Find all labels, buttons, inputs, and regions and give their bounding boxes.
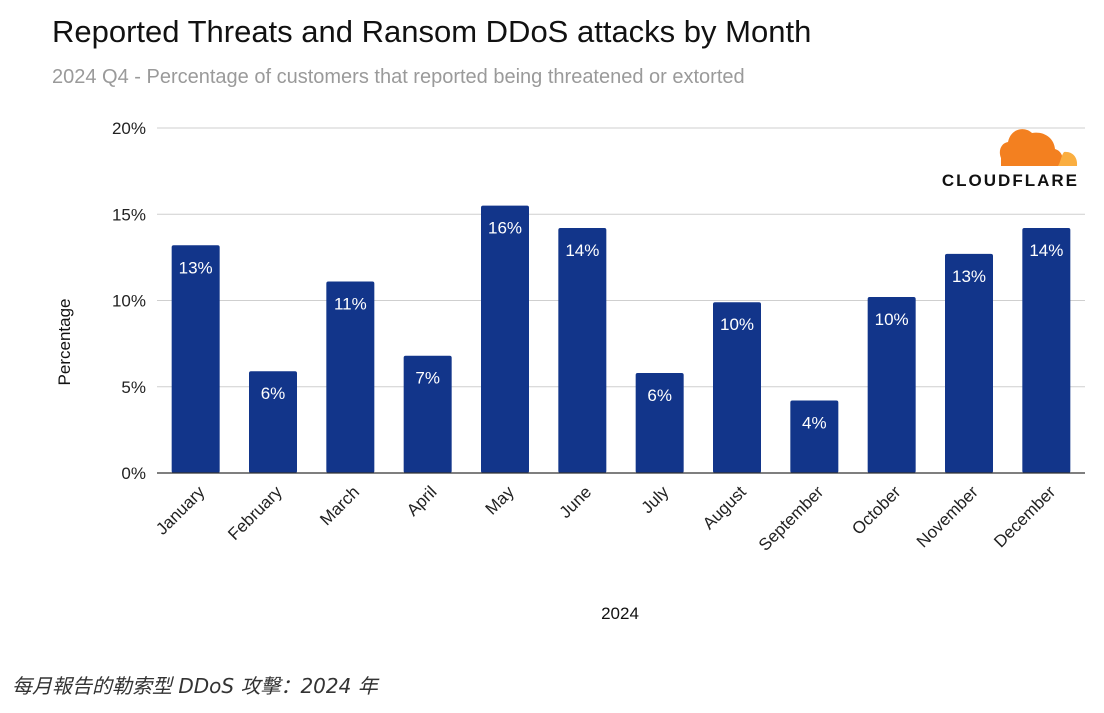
x-tick-label: November [913, 482, 982, 551]
bar-december [1022, 228, 1071, 473]
x-tick-label: September [755, 482, 827, 554]
bar-june [558, 228, 607, 473]
data-label: 6% [261, 384, 286, 403]
x-tick-label: April [403, 482, 440, 519]
bar-chart: 0% 5% 10% 15% 20% 13% 6% 11% 7% 16% 14% 6% 10% 4% 10%… [55, 119, 1085, 623]
data-label: 4% [802, 414, 827, 433]
cloudflare-logo: CLOUDFLARE [942, 129, 1079, 190]
x-tick-label: January [152, 482, 209, 539]
cloud-icon [999, 129, 1078, 166]
data-labels: 13% 6% 11% 7% 16% 14% 6% 10% 4% 10% 13% 14% [179, 219, 1064, 433]
x-axis-ticks: January February March April May June July Augu… [152, 482, 1059, 555]
data-label: 10% [720, 315, 754, 334]
bar-january [171, 245, 220, 473]
bars [171, 205, 1071, 473]
data-label: 7% [415, 369, 440, 388]
bar-february [249, 371, 297, 473]
gridlines [157, 127, 1085, 388]
x-tick-label: June [556, 482, 596, 522]
data-label: 6% [647, 386, 672, 405]
data-label: 14% [565, 241, 599, 260]
cloudflare-wordmark: CLOUDFLARE [942, 171, 1079, 190]
data-label: 13% [952, 267, 986, 286]
bar-august [713, 302, 761, 473]
y-tick-label: 0% [121, 464, 146, 483]
chart-title: Reported Threats and Ransom DDoS attacks… [52, 14, 812, 49]
x-tick-label: December [990, 482, 1059, 551]
y-tick-label: 10% [112, 292, 146, 311]
y-tick-label: 15% [112, 205, 146, 224]
x-tick-label: May [482, 482, 518, 518]
bar-may [481, 205, 529, 473]
y-axis-ticks: 0% 5% 10% 15% 20% [112, 119, 146, 483]
data-label: 16% [488, 219, 522, 238]
bar-april [403, 355, 452, 473]
bar-march [326, 281, 375, 473]
data-label: 11% [334, 295, 367, 314]
x-tick-label: July [638, 482, 673, 517]
y-axis-title: Percentage [55, 299, 74, 386]
x-tick-label: March [316, 482, 363, 529]
data-label: 10% [875, 310, 909, 329]
figure-caption: 每月報告的勒索型 DDoS 攻擊：2024 年 [12, 674, 378, 698]
data-label: 13% [179, 258, 213, 277]
bar-july [635, 372, 684, 473]
x-tick-label: February [224, 482, 286, 544]
chart-subtitle: 2024 Q4 - Percentage of customers that r… [52, 66, 745, 88]
y-tick-label: 20% [112, 119, 146, 138]
x-tick-label: October [848, 482, 904, 538]
x-tick-label: August [699, 482, 750, 533]
bar-october [867, 297, 916, 473]
y-tick-label: 5% [121, 378, 146, 397]
data-label: 14% [1029, 241, 1063, 260]
bar-november [945, 253, 993, 473]
bar-september [790, 400, 839, 473]
x-axis-title: 2024 [601, 604, 639, 623]
